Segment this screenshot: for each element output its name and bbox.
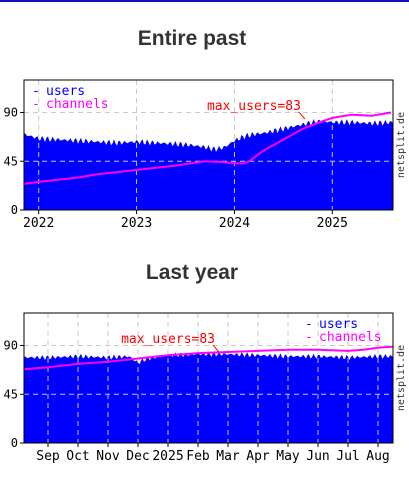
x-tick-label-Nov: Nov [96, 449, 120, 464]
annotation-max-users: max_users=83 [207, 99, 301, 114]
x-tick-label-May: May [276, 449, 300, 464]
series-users-area [24, 351, 393, 443]
y-tick-label-0: 0 [11, 203, 18, 217]
legend-label-users: users [46, 84, 85, 99]
x-tick-label-Apr: Apr [246, 449, 270, 464]
series-channels-line [23, 345, 394, 371]
x-tick-label-2025: 2025 [317, 216, 348, 231]
x-tick-label-Feb: Feb [186, 449, 210, 464]
y-tick-label-90: 90 [4, 106, 18, 120]
watermark-netsplit: netsplit.de [396, 112, 407, 178]
plot-frame [23, 312, 394, 444]
section-title-last-year: Last year [145, 261, 239, 284]
x-tick-label-2025: 2025 [152, 449, 183, 464]
x-tick-label-Aug: Aug [366, 449, 389, 464]
y-tick-label-0: 0 [11, 436, 18, 450]
y-tick-label-90: 90 [4, 339, 18, 353]
plot-frame [23, 79, 394, 211]
annotation-pointer [298, 111, 306, 120]
legend-marker-users: - [32, 84, 40, 99]
x-tick-label-Mar: Mar [216, 449, 240, 464]
x-tick-label-2022: 2022 [23, 216, 54, 231]
legend-label-channels: channels [319, 330, 382, 345]
section-title-entire-past: Entire past [137, 27, 247, 50]
y-tick-label-45: 45 [4, 154, 18, 168]
annotation-pointer [212, 344, 220, 353]
legend-marker-channels: - [32, 97, 40, 112]
x-tick-label-Jun: Jun [306, 449, 329, 464]
watermark-netsplit: netsplit.de [396, 345, 407, 411]
chart-last-year: 0 45 90 Sep Oct Nov Dec 2025 Feb Mar Apr May Jun Jul A… [4, 312, 407, 464]
x-tick-label-Oct: Oct [66, 449, 89, 464]
x-tick-label-Dec: Dec [126, 449, 149, 464]
series-users-area [24, 119, 393, 210]
x-tick-label-Sep: Sep [36, 449, 60, 464]
x-tick-label-Jul: Jul [336, 449, 359, 464]
legend-label-users: users [319, 317, 358, 332]
top-rule [0, 0, 409, 2]
annotation-max-users: max_users=83 [121, 332, 215, 347]
chart-entire-past: 0 45 90 2022 2023 2024 2025 - users-channels max_… [4, 79, 407, 231]
legend-marker-users: - [305, 317, 313, 332]
legend-marker-channels: - [305, 330, 313, 345]
legend-label-channels: channels [46, 97, 109, 112]
x-tick-label-2024: 2024 [219, 216, 250, 231]
series-channels-line [23, 111, 392, 185]
y-tick-label-45: 45 [4, 387, 18, 401]
x-tick-label-2023: 2023 [121, 216, 152, 231]
